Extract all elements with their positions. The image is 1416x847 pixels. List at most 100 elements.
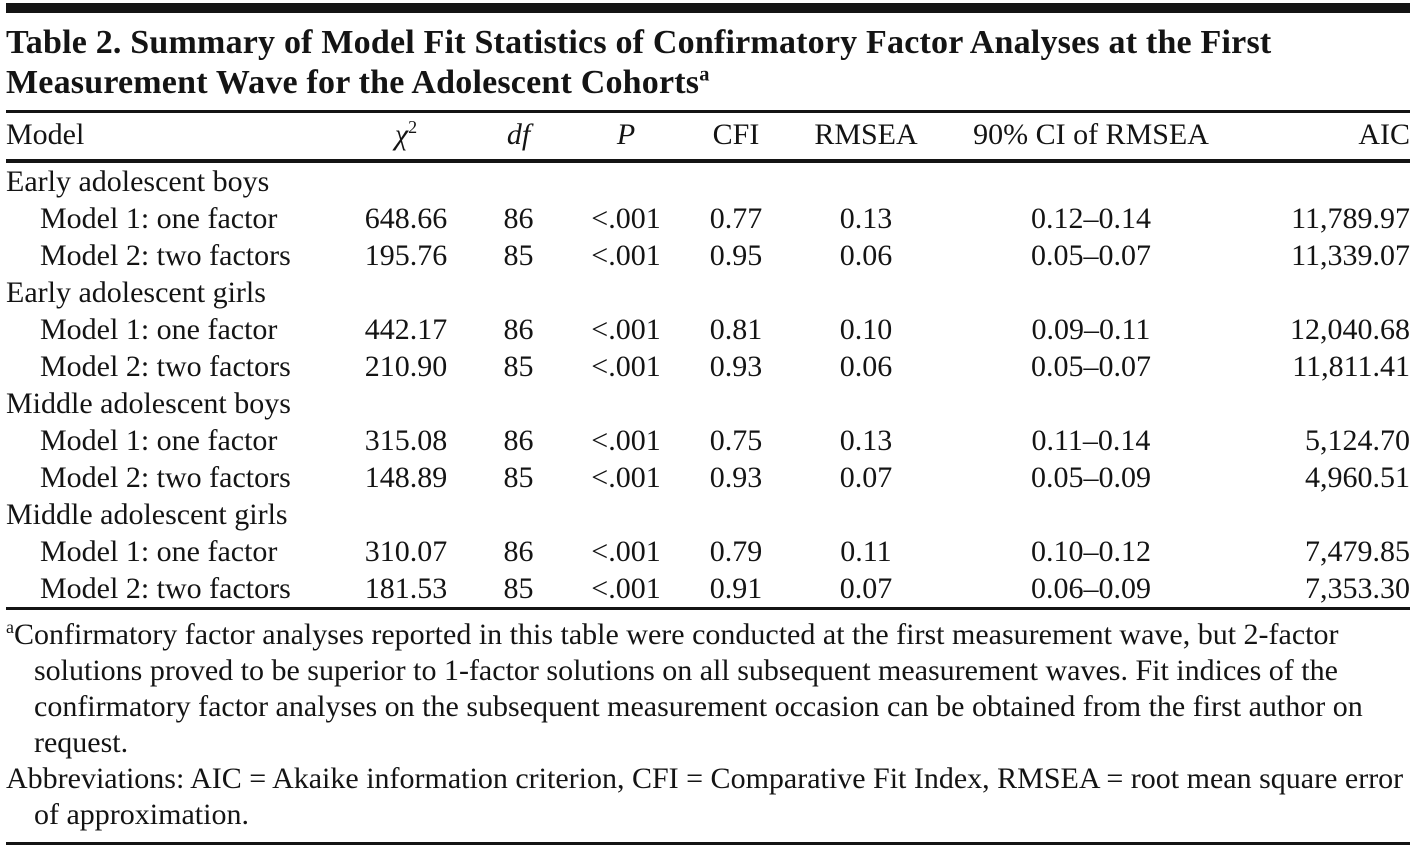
model-row: Model 2: two factors 148.89 85 <.001 0.9… xyxy=(6,459,1410,496)
model-name-cell: Model 1: one factor xyxy=(40,424,278,457)
col-header-aic: AIC xyxy=(1241,111,1410,163)
cfi-cell: 0.81 xyxy=(709,313,763,346)
table-title-footnote-marker: a xyxy=(699,63,710,86)
footnote-a: aConfirmatory factor analyses reported i… xyxy=(6,617,1410,761)
cohort-group-row: Middle adolescent boys xyxy=(6,385,1410,422)
col-header-rmsea: RMSEA xyxy=(791,111,941,163)
model-name-cell: Model 2: two factors xyxy=(40,572,291,605)
table-header: Model χ2 df P CFI RMSEA 90% CI of RMSEA … xyxy=(6,111,1410,163)
header-row: Model χ2 df P CFI RMSEA 90% CI of RMSEA … xyxy=(6,111,1410,163)
table-body: Early adolescent boys Model 1: one facto… xyxy=(6,161,1410,609)
model-name-cell: Model 2: two factors xyxy=(40,461,291,494)
p-cell: <.001 xyxy=(591,313,661,346)
df-cell: 86 xyxy=(503,313,534,346)
df-cell: 85 xyxy=(503,239,534,272)
rmsea-cell: 0.11 xyxy=(840,535,892,568)
cfi-cell: 0.75 xyxy=(709,424,763,457)
col-header-chi-square: χ2 xyxy=(346,111,466,163)
model-row: Model 2: two factors 195.76 85 <.001 0.9… xyxy=(6,237,1410,274)
chi2-cell: 210.90 xyxy=(364,350,448,383)
df-cell: 86 xyxy=(503,202,534,235)
model-name-cell: Model 1: one factor xyxy=(40,313,278,346)
footnote-abbreviations: Abbreviations: AIC = Akaike information … xyxy=(6,762,1404,831)
p-cell: <.001 xyxy=(591,572,661,605)
chi2-cell: 442.17 xyxy=(364,313,448,346)
table-footnotes: aConfirmatory factor analyses reported i… xyxy=(6,617,1410,833)
cohort-group-row: Early adolescent girls xyxy=(6,274,1410,311)
chi-exponent: 2 xyxy=(408,117,418,137)
p-cell: <.001 xyxy=(591,535,661,568)
aic-cell: 7,479.85 xyxy=(1305,535,1410,568)
cohort-group-label: Middle adolescent boys xyxy=(6,387,291,420)
model-name-cell: Model 2: two factors xyxy=(40,350,291,383)
col-header-df: df xyxy=(466,111,571,163)
cfi-cell: 0.93 xyxy=(709,350,763,383)
df-cell: 86 xyxy=(503,424,534,457)
ci-cell: 0.05–0.07 xyxy=(1031,239,1151,272)
df-cell: 85 xyxy=(503,350,534,383)
top-thick-rule xyxy=(6,3,1410,13)
ci-cell: 0.12–0.14 xyxy=(1031,202,1151,235)
table-title-text: Table 2. Summary of Model Fit Statistics… xyxy=(6,24,1272,101)
p-cell: <.001 xyxy=(591,239,661,272)
chi2-cell: 648.66 xyxy=(364,202,448,235)
ci-cell: 0.06–0.09 xyxy=(1031,572,1151,605)
chi2-cell: 195.76 xyxy=(364,239,448,272)
p-cell: <.001 xyxy=(591,350,661,383)
ci-cell: 0.05–0.09 xyxy=(1031,461,1151,494)
chi2-cell: 315.08 xyxy=(364,424,448,457)
aic-cell: 11,339.07 xyxy=(1291,239,1410,272)
col-header-cfi: CFI xyxy=(681,111,791,163)
rmsea-cell: 0.07 xyxy=(839,461,893,494)
col-header-ci-rmsea: 90% CI of RMSEA xyxy=(941,111,1241,163)
cohort-group-label: Middle adolescent girls xyxy=(6,498,288,531)
ci-cell: 0.09–0.11 xyxy=(1031,313,1151,346)
footnote-a-marker: a xyxy=(6,617,14,637)
cohort-group-row: Early adolescent boys xyxy=(6,161,1410,200)
p-cell: <.001 xyxy=(591,424,661,457)
rmsea-cell: 0.07 xyxy=(839,572,893,605)
rmsea-cell: 0.10 xyxy=(839,313,893,346)
model-row: Model 1: one factor 315.08 86 <.001 0.75… xyxy=(6,422,1410,459)
chi2-cell: 181.53 xyxy=(364,572,448,605)
ci-cell: 0.10–0.12 xyxy=(1031,535,1151,568)
ci-cell: 0.11–0.14 xyxy=(1031,424,1151,457)
aic-cell: 12,040.68 xyxy=(1290,313,1410,346)
df-cell: 85 xyxy=(503,461,534,494)
footnote-a-text: Confirmatory factor analyses reported in… xyxy=(14,618,1363,759)
aic-cell: 7,353.30 xyxy=(1305,572,1410,605)
rmsea-cell: 0.13 xyxy=(839,202,893,235)
col-header-model: Model xyxy=(6,111,346,163)
model-row: Model 2: two factors 210.90 85 <.001 0.9… xyxy=(6,348,1410,385)
model-name-cell: Model 2: two factors xyxy=(40,239,291,272)
bottom-rule xyxy=(6,842,1410,845)
cohort-group-label: Early adolescent girls xyxy=(6,276,266,309)
model-fit-table: Model χ2 df P CFI RMSEA 90% CI of RMSEA … xyxy=(6,110,1410,610)
rmsea-cell: 0.06 xyxy=(839,239,893,272)
p-cell: <.001 xyxy=(591,202,661,235)
cfi-cell: 0.79 xyxy=(709,535,763,568)
model-row: Model 2: two factors 181.53 85 <.001 0.9… xyxy=(6,570,1410,609)
aic-cell: 4,960.51 xyxy=(1305,461,1410,494)
cfi-cell: 0.93 xyxy=(709,461,763,494)
model-row: Model 1: one factor 442.17 86 <.001 0.81… xyxy=(6,311,1410,348)
rmsea-cell: 0.06 xyxy=(839,350,893,383)
cfi-cell: 0.91 xyxy=(709,572,763,605)
p-cell: <.001 xyxy=(591,461,661,494)
aic-cell: 11,811.41 xyxy=(1292,350,1410,383)
model-name-cell: Model 1: one factor xyxy=(40,535,278,568)
ci-cell: 0.05–0.07 xyxy=(1031,350,1151,383)
aic-cell: 5,124.70 xyxy=(1305,424,1410,457)
chi2-cell: 310.07 xyxy=(364,535,448,568)
df-cell: 85 xyxy=(503,572,534,605)
model-name-cell: Model 1: one factor xyxy=(40,202,278,235)
rmsea-cell: 0.13 xyxy=(839,424,893,457)
cfi-cell: 0.95 xyxy=(709,239,763,272)
table-title: Table 2. Summary of Model Fit Statistics… xyxy=(6,23,1410,103)
col-header-p: P xyxy=(571,111,681,163)
cfi-cell: 0.77 xyxy=(709,202,763,235)
df-cell: 86 xyxy=(503,535,534,568)
model-row: Model 1: one factor 648.66 86 <.001 0.77… xyxy=(6,200,1410,237)
model-row: Model 1: one factor 310.07 86 <.001 0.79… xyxy=(6,533,1410,570)
